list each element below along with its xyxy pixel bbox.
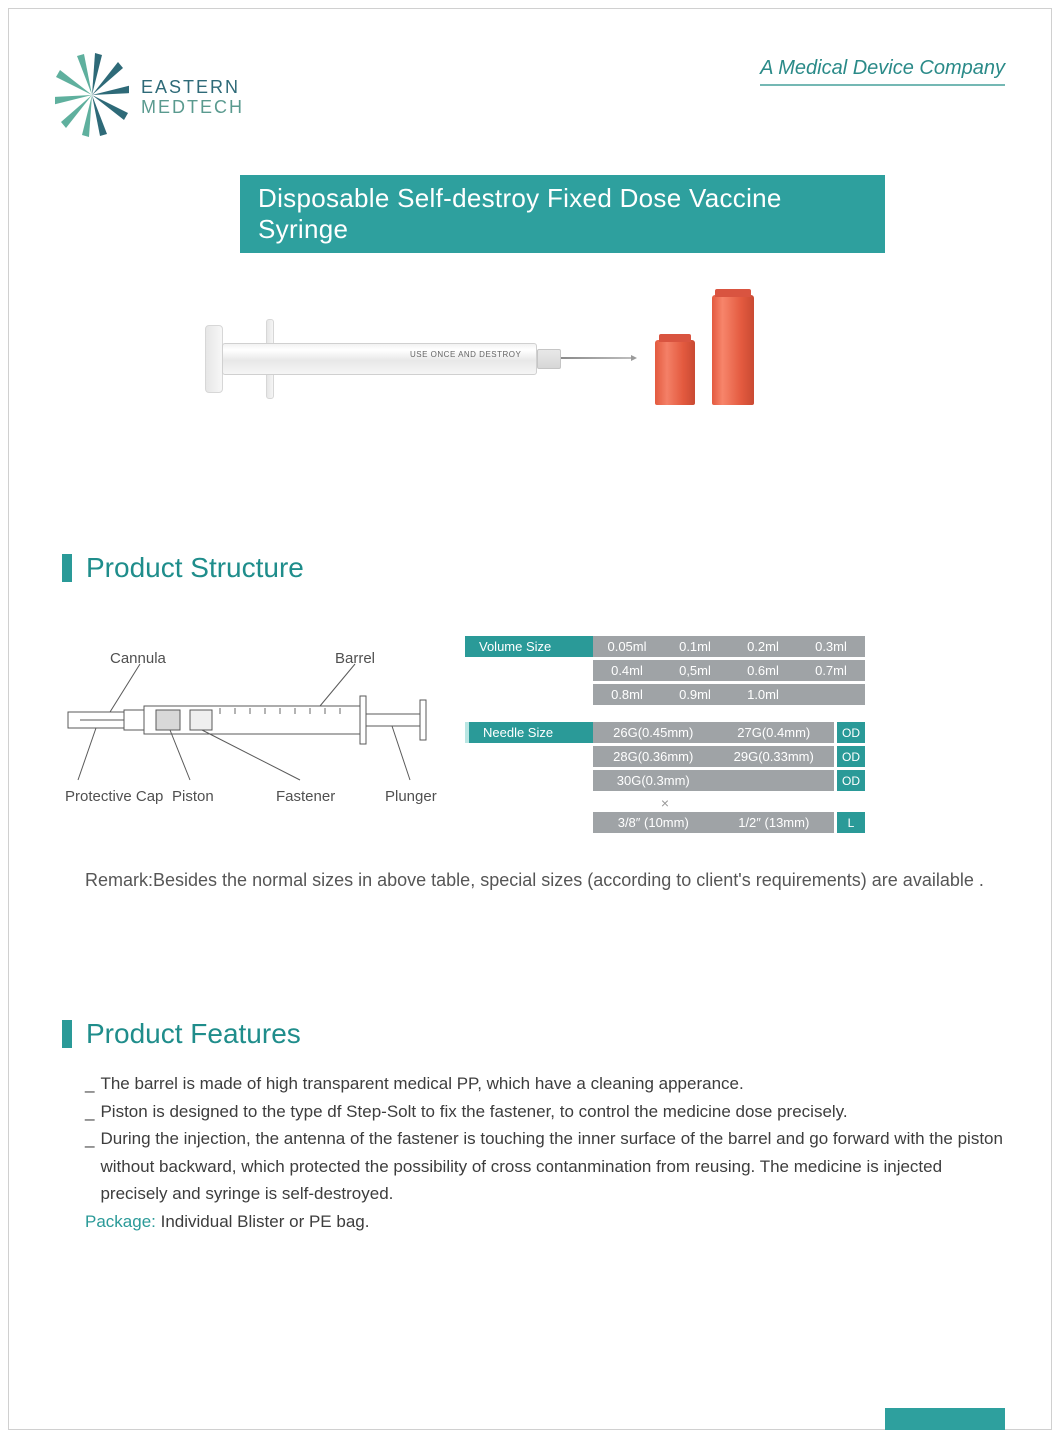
spec-cell: 0.9ml — [661, 684, 729, 705]
spec-cell: 0.3ml — [797, 636, 865, 657]
spec-cell: 26G(0.45mm) — [593, 722, 714, 743]
header: EASTERN MEDTECH A Medical Device Company — [55, 45, 1005, 165]
section-heading-structure: Product Structure — [62, 552, 304, 584]
spec-head-empty — [465, 812, 593, 833]
cap-large — [712, 295, 754, 405]
logo-line2: MEDTECH — [141, 98, 244, 118]
spec-head-needle: Needle Size — [465, 722, 593, 743]
spec-head-empty — [465, 660, 593, 681]
product-image: USE ONCE AND DESTROY — [200, 295, 760, 425]
diagram-label-barrel: Barrel — [335, 650, 375, 667]
spec-tag-od: OD — [837, 746, 865, 767]
feature-text: The barrel is made of high transparent m… — [100, 1070, 743, 1098]
diagram-label-fastener: Fastener — [276, 788, 335, 805]
spec-cell: 3/8″ (10mm) — [593, 812, 714, 833]
syringe-barrel-text: USE ONCE AND DESTROY — [410, 350, 521, 359]
spec-cell — [797, 684, 865, 705]
spec-tag-od: OD — [837, 770, 865, 791]
feature-text: Piston is designed to the type df Step-S… — [100, 1098, 847, 1126]
spec-row-needle-3: 30G(0.3mm) OD — [465, 770, 865, 791]
package-text: Individual Blister or PE bag. — [156, 1212, 370, 1231]
title-band: Disposable Self-destroy Fixed Dose Vacci… — [240, 175, 885, 253]
package-line: Package: Individual Blister or PE bag. — [85, 1208, 369, 1236]
spec-cell: 1/2″ (13mm) — [714, 812, 835, 833]
bullet-underscore: _ — [85, 1125, 94, 1208]
spec-tables: Volume Size 0.05ml 0.1ml 0.2ml 0.3ml 0.4… — [465, 636, 865, 836]
feature-text: During the injection, the antenna of the… — [100, 1125, 1010, 1208]
bullet-underscore: _ — [85, 1098, 94, 1126]
spec-cell: 0.1ml — [661, 636, 729, 657]
spec-cell: 28G(0.36mm) — [593, 746, 714, 767]
diagram-label-cannula: Cannula — [110, 650, 166, 667]
feature-item: _ The barrel is made of high transparent… — [85, 1070, 1010, 1098]
logo-text: EASTERN MEDTECH — [141, 78, 244, 118]
feature-item: _ During the injection, the antenna of t… — [85, 1125, 1010, 1208]
spec-row-volume-3: 0.8ml 0.9ml 1.0ml — [465, 684, 865, 705]
plunger-flange — [205, 325, 223, 393]
spec-head-empty — [465, 746, 593, 767]
section-heading-features: Product Features — [62, 1018, 301, 1050]
logo-icon — [55, 45, 129, 150]
spec-head-empty — [465, 770, 593, 791]
cap-small — [655, 340, 695, 405]
remark-text: Remark:Besides the normal sizes in above… — [85, 870, 1000, 891]
spec-row-needle-2: 28G(0.36mm) 29G(0.33mm) OD — [465, 746, 865, 767]
spec-row-volume-1: Volume Size 0.05ml 0.1ml 0.2ml 0.3ml — [465, 636, 865, 657]
package-label: Package: — [85, 1212, 156, 1231]
feature-item: _ Piston is designed to the type df Step… — [85, 1098, 1010, 1126]
spec-cell: 0.6ml — [729, 660, 797, 681]
bullet-underscore: _ — [85, 1070, 94, 1098]
spec-tag-l: L — [837, 812, 865, 833]
structure-diagram: Cannula Barrel Protective Cap Piston Fas… — [60, 640, 440, 815]
spec-cell — [714, 770, 835, 791]
spec-cell: 0.2ml — [729, 636, 797, 657]
spec-row-volume-2: 0.4ml 0,5ml 0.6ml 0.7ml — [465, 660, 865, 681]
spec-cell: 30G(0.3mm) — [593, 770, 714, 791]
spec-head-volume: Volume Size — [465, 636, 593, 657]
spec-row-length: 3/8″ (10mm) 1/2″ (13mm) L — [465, 812, 865, 833]
footer-tab — [885, 1408, 1005, 1430]
spec-cell: 1.0ml — [729, 684, 797, 705]
heading-bar-icon — [62, 1020, 72, 1048]
diagram-label-plunger: Plunger — [385, 788, 437, 805]
feature-item-package: Package: Individual Blister or PE bag. — [85, 1208, 1010, 1236]
logo-line1: EASTERN — [141, 78, 244, 98]
syringe-barrel — [222, 343, 537, 375]
spec-cell: 0.05ml — [593, 636, 661, 657]
section-heading-features-label: Product Features — [86, 1018, 301, 1050]
spec-head-empty — [465, 684, 593, 705]
diagram-label-protective-cap: Protective Cap — [65, 788, 163, 805]
spec-row-needle-1: Needle Size 26G(0.45mm) 27G(0.4mm) OD — [465, 722, 865, 743]
cross-mark: × — [465, 794, 865, 812]
spec-cell: 0.8ml — [593, 684, 661, 705]
spec-cell: 0,5ml — [661, 660, 729, 681]
needle — [561, 357, 631, 359]
spec-cell: 29G(0.33mm) — [714, 746, 835, 767]
spec-tag-od: OD — [837, 722, 865, 743]
features-list: _ The barrel is made of high transparent… — [85, 1070, 1010, 1235]
heading-bar-icon — [62, 554, 72, 582]
spec-cell: 0.7ml — [797, 660, 865, 681]
diagram-label-piston: Piston — [172, 788, 214, 805]
tagline: A Medical Device Company — [760, 57, 1005, 86]
needle-hub — [537, 349, 561, 369]
spec-cell: 0.4ml — [593, 660, 661, 681]
spec-cell: 27G(0.4mm) — [714, 722, 835, 743]
section-heading-structure-label: Product Structure — [86, 552, 304, 584]
